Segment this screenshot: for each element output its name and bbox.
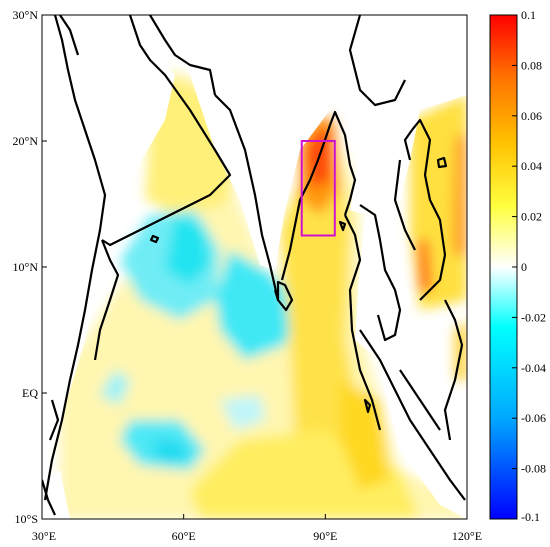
colorbar-tick-label: 0 [521,260,527,274]
y-tick-label: 10°N [13,260,39,274]
colorbar-tick-label: 0.08 [521,58,542,72]
y-tick-label: 10°S [15,512,38,526]
x-tick-label: 120°E [452,529,482,543]
x-tick-label: 60°E [172,529,196,543]
coastlines [42,15,466,516]
colorbar-tick-label: -0.04 [521,361,546,375]
y-axis: 30°N 20°N 10°N EQ 10°S [13,8,47,526]
colorbar-tick-label: 0.04 [521,159,542,173]
anomaly-field [60,70,467,519]
colorbar-tick-label: -0.06 [521,411,546,425]
colorbar-tick-label: -0.02 [521,310,546,324]
y-tick-label: 20°N [13,134,39,148]
colorbar-tick-label: 0.1 [521,8,536,22]
colorbar-tick-label: -0.1 [521,510,540,524]
x-axis: 30°E 60°E 90°E 120°E [32,514,482,543]
colorbar-tick-label: -0.08 [521,462,546,476]
y-tick-label: EQ [22,386,38,400]
region-box [300,140,336,237]
y-tick-label: 30°N [13,8,39,22]
colorbar-tick-label: 0.06 [521,109,542,123]
colorbar-tick-label: 0.02 [521,210,542,224]
x-tick-label: 30°E [32,529,56,543]
x-tick-label: 90°E [313,529,337,543]
colorbar-ticks: 0.1 0.08 0.06 0.04 0.02 0 -0.02 -0.04 -0.06 -0.08… [512,8,546,524]
